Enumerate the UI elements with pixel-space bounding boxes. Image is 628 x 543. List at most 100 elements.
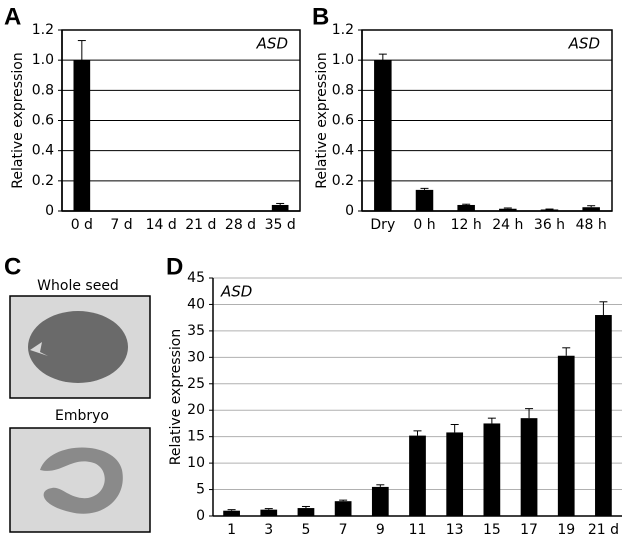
x-tick-label: Dry: [370, 217, 395, 233]
bar: [374, 60, 392, 211]
y-axis-label: Relative expression: [10, 52, 26, 188]
y-tick-label: 35: [187, 323, 205, 339]
error-bar: [450, 424, 459, 433]
bar: [415, 189, 434, 211]
image-caption: Embryo: [55, 408, 109, 424]
x-tick-label: 7 d: [110, 217, 132, 233]
y-tick-label: 30: [187, 349, 205, 365]
error-bar: [525, 408, 534, 419]
y-tick-label: 1.0: [332, 52, 354, 68]
x-tick-label: 13: [446, 522, 464, 538]
bar: [297, 508, 315, 516]
y-tick-label: 0: [345, 203, 354, 219]
y-tick-label: 0.4: [332, 143, 354, 159]
x-tick-label: 0 h: [413, 217, 435, 233]
bar: [334, 501, 352, 516]
error-bar: [378, 53, 387, 61]
x-tick-label: 28 d: [225, 217, 256, 233]
y-tick-label: 25: [187, 376, 205, 392]
y-tick-label: 10: [187, 455, 205, 471]
annotation: ASD: [256, 35, 288, 53]
y-axis-label: Relative expression: [314, 52, 330, 188]
bar: [73, 60, 91, 211]
y-tick-label: 0: [45, 203, 54, 219]
x-tick-label: 15: [483, 522, 501, 538]
bar: [457, 204, 475, 211]
y-tick-label: 0.4: [32, 143, 54, 159]
error-bar: [503, 207, 512, 209]
x-tick-label: 36 h: [534, 217, 565, 233]
y-tick-label: 1.2: [32, 22, 54, 38]
x-tick-label: 48 h: [576, 217, 607, 233]
x-tick-label: 12 h: [451, 217, 482, 233]
bar: [223, 510, 240, 516]
y-tick-label: 20: [187, 402, 205, 418]
y-tick-label: 0.8: [332, 82, 354, 98]
error-bar: [587, 205, 596, 208]
bar: [409, 435, 426, 516]
y-tick-label: 45: [187, 270, 205, 286]
y-tick-label: 40: [187, 296, 205, 312]
error-bar: [376, 484, 385, 487]
plot-frame: [61, 29, 301, 212]
y-tick-label: 0.8: [32, 82, 54, 98]
annotation: ASD: [568, 35, 600, 53]
x-tick-label: 5: [301, 522, 310, 538]
error-bar: [562, 347, 571, 356]
panel-letter: B: [312, 3, 329, 30]
y-tick-label: 0.2: [32, 173, 54, 189]
x-tick-label: 0 d: [71, 217, 93, 233]
annotation: ASD: [220, 283, 252, 301]
bar: [540, 209, 559, 211]
image-panel: C Whole seed Embryo: [4, 253, 151, 533]
panel-letter: C: [4, 253, 21, 280]
x-tick-label: 35 d: [265, 217, 296, 233]
x-tick-label: 19: [557, 522, 575, 538]
y-axis-label: Relative expression: [168, 329, 184, 465]
x-tick-label: 11: [409, 522, 427, 538]
error-bar: [413, 430, 422, 436]
error-bar: [339, 499, 348, 502]
x-tick-label: 24 h: [492, 217, 523, 233]
y-tick-label: 0.6: [32, 113, 54, 129]
bar: [595, 315, 612, 516]
error-bar: [301, 505, 310, 509]
y-tick-label: 0.2: [332, 173, 354, 189]
embryo-shape: [40, 447, 123, 514]
plot-frame: [361, 29, 613, 212]
y-tick-label: 0.6: [332, 113, 354, 129]
error-bar: [227, 509, 236, 511]
bar: [446, 432, 464, 516]
embryo-image: [9, 427, 151, 533]
y-tick-label: 1.0: [32, 52, 54, 68]
x-tick-label: 21 d: [588, 522, 619, 538]
x-tick-label: 14 d: [146, 217, 177, 233]
bar: [260, 509, 278, 516]
seed-shape: [28, 311, 128, 383]
x-tick-label: 9: [376, 522, 385, 538]
seed-notch: [30, 342, 48, 356]
bar: [371, 486, 389, 516]
bar: [499, 208, 517, 211]
x-tick-label: 17: [520, 522, 538, 538]
x-tick-label: 3: [264, 522, 273, 538]
y-tick-label: 1.2: [332, 22, 354, 38]
image-caption: Whole seed: [37, 278, 119, 294]
bar: [483, 423, 501, 516]
x-tick-label: 21 d: [185, 217, 216, 233]
bar: [520, 418, 538, 516]
error-bar: [276, 202, 285, 205]
error-bar: [487, 417, 496, 424]
error-bar: [599, 301, 608, 316]
bar: [271, 204, 289, 211]
error-bar: [77, 40, 86, 61]
panel-letter: D: [166, 253, 183, 280]
error-bar: [462, 203, 471, 205]
y-tick-label: 0: [196, 508, 205, 524]
error-bar: [264, 508, 273, 510]
y-tick-label: 5: [196, 482, 205, 498]
bar: [582, 207, 600, 211]
error-bar: [420, 187, 429, 190]
x-tick-label: 7: [339, 522, 348, 538]
